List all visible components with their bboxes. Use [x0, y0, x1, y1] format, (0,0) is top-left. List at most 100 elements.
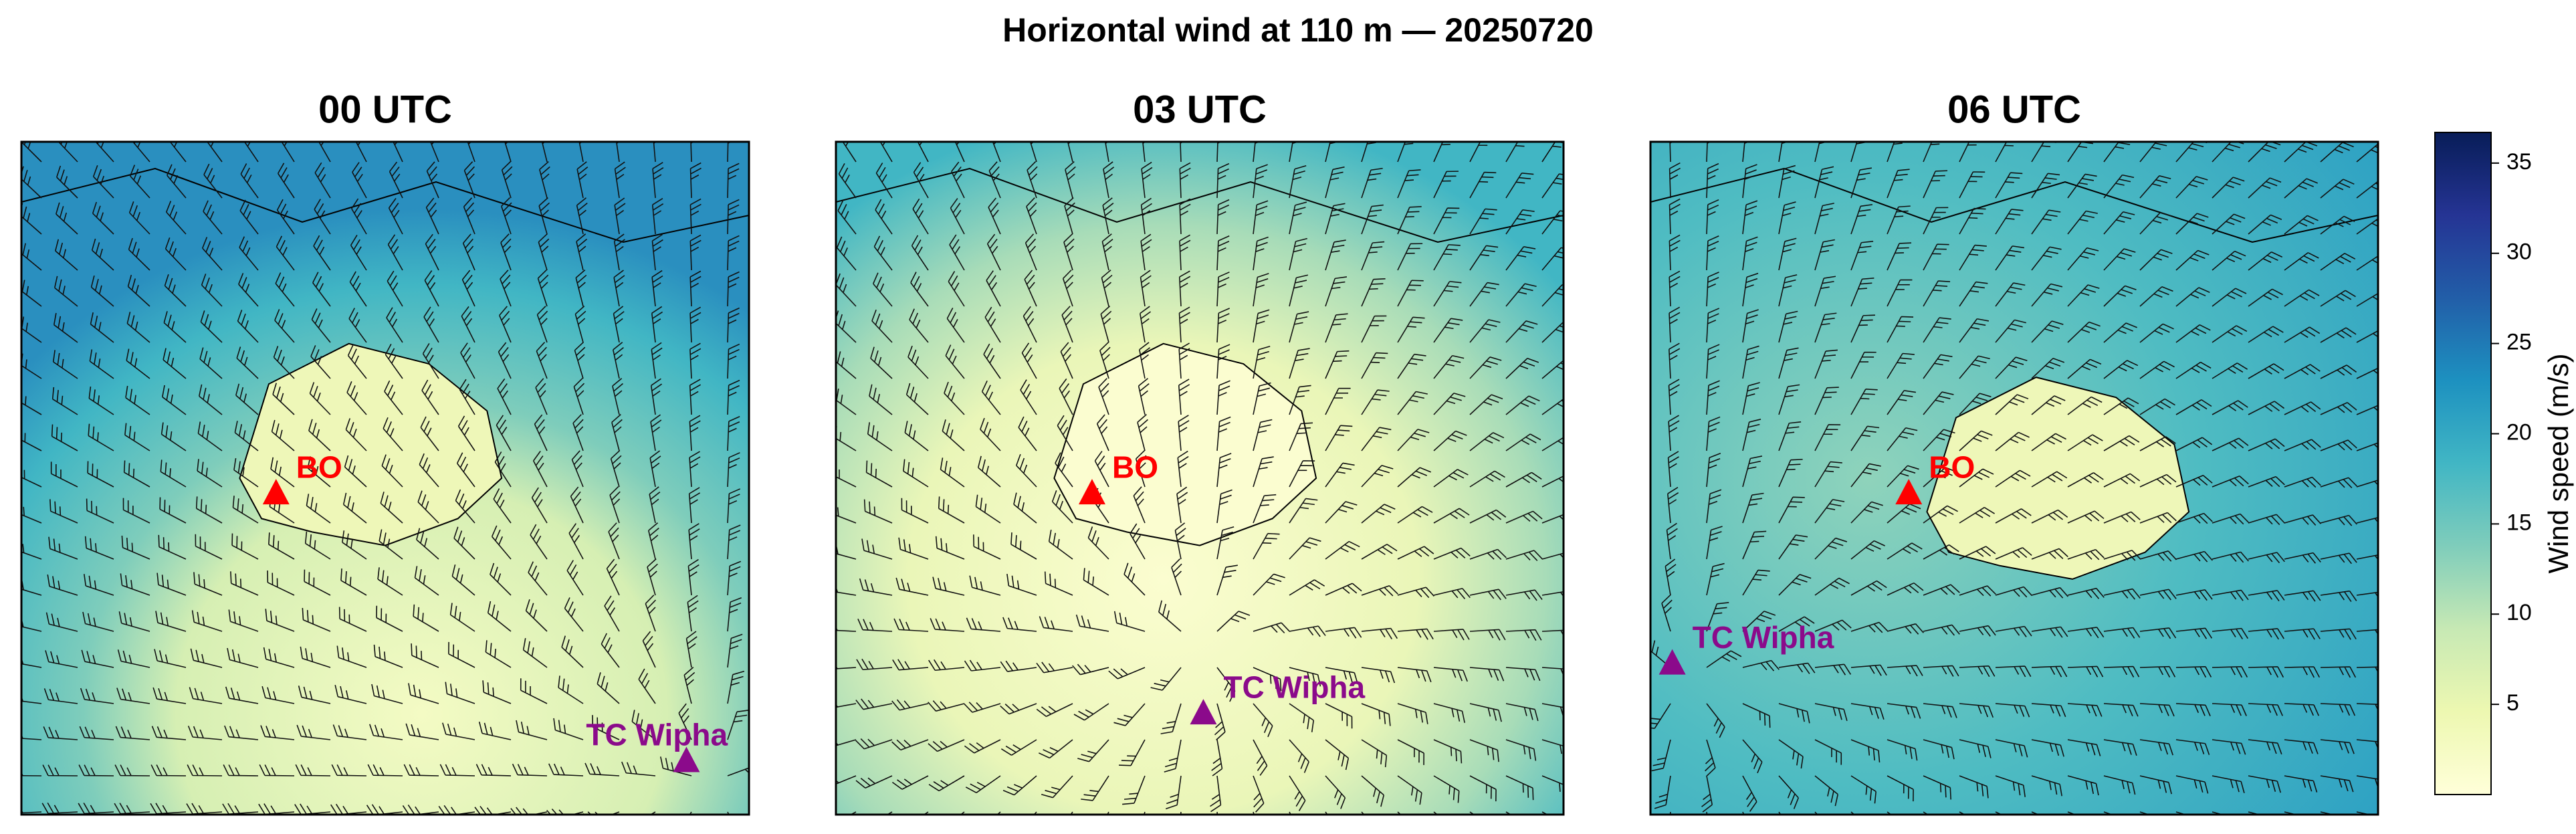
wind-barb	[1706, 308, 1720, 343]
wind-barb	[2356, 439, 2378, 451]
wind-barb	[1397, 467, 1432, 488]
wind-barb-shaft	[2175, 474, 2213, 488]
wind-barb	[2103, 174, 2135, 199]
wind-barb-shaft	[83, 574, 114, 596]
wind-barb-shaft	[1778, 237, 1797, 271]
wind-barb	[383, 417, 403, 451]
wind-barb-shaft	[1433, 281, 1462, 307]
wind-barb-shaft	[2248, 775, 2282, 793]
wind-barb-shaft	[538, 233, 550, 271]
wind-barb-shaft	[1253, 200, 1269, 235]
wind-barb	[501, 197, 512, 235]
wind-barb-shaft	[1814, 142, 1834, 163]
wind-barb-shaft	[949, 234, 965, 271]
wind-barb-shaft	[1814, 537, 1848, 560]
wind-barb	[520, 678, 548, 704]
wind-barb-shaft	[836, 698, 857, 710]
wind-barb	[427, 142, 439, 163]
wind-barb	[2320, 628, 2357, 640]
wind-barb-shaft	[1541, 247, 1564, 271]
wind-barb	[2320, 290, 2356, 307]
wind-barb	[314, 162, 331, 199]
wind-barb	[2248, 401, 2285, 415]
wind-barb-shaft	[331, 764, 367, 776]
wind-barb	[376, 605, 403, 632]
wind-barb-shaft	[2212, 437, 2249, 451]
wind-barb-shaft	[306, 494, 331, 524]
wind-barb	[651, 342, 663, 379]
wind-barb	[1995, 282, 2026, 307]
wind-barb	[2139, 249, 2173, 271]
wind-barb	[1361, 585, 1398, 597]
wind-barb-shaft	[2175, 324, 2211, 343]
wind-barb	[2356, 478, 2378, 489]
wind-barb-shaft	[2284, 703, 2320, 716]
wind-barb-shaft	[1923, 142, 1947, 163]
wind-barb-shaft	[1505, 209, 1535, 235]
wind-barb	[1995, 356, 2028, 379]
wind-barb	[1036, 703, 1073, 717]
wind-barb-shaft	[165, 237, 187, 271]
wind-barb	[558, 675, 584, 704]
wind-barb-shaft	[1038, 739, 1073, 759]
wind-barb-shaft	[534, 414, 548, 451]
wind-barb	[1541, 473, 1564, 488]
wind-barb	[241, 142, 259, 163]
wind-barb	[689, 342, 702, 379]
wind-barb-shaft	[1433, 171, 1459, 199]
wind-barb-shaft	[2248, 288, 2283, 307]
wind-barb	[966, 617, 1001, 632]
wind-barb	[648, 522, 659, 560]
wind-barb	[332, 724, 367, 740]
wind-barb-shaft	[836, 461, 857, 488]
wind-barb-shaft	[1705, 739, 1716, 776]
wind-barb	[1778, 496, 1805, 524]
wind-barb-shaft	[1361, 241, 1385, 271]
wind-barb-shaft	[1021, 342, 1037, 379]
wind-barb-shaft	[574, 342, 586, 379]
wind-barb	[944, 381, 965, 415]
wind-barb	[2139, 323, 2174, 343]
wind-barb-shaft	[56, 142, 78, 163]
wind-barb	[1361, 278, 1386, 307]
wind-barb-shaft	[1995, 625, 2032, 637]
wind-barb-shaft	[302, 607, 331, 632]
wind-barb-shaft	[53, 312, 78, 343]
wind-barb-shaft	[463, 161, 475, 199]
wind-barb-shaft	[1102, 197, 1114, 235]
wind-barb-shaft	[128, 237, 150, 271]
wind-barb	[351, 198, 367, 235]
wind-barb	[408, 683, 439, 704]
wind-barb	[1253, 164, 1268, 199]
wind-barb-shaft	[1216, 272, 1230, 307]
wind-barb-shaft	[564, 597, 584, 632]
wind-barb	[1778, 384, 1800, 415]
wind-barb	[50, 461, 78, 488]
wind-barb	[1541, 775, 1564, 799]
wind-barb	[232, 496, 259, 524]
wind-barb-shaft	[1742, 142, 1757, 163]
wind-barb	[2175, 739, 2210, 755]
wind-barb	[463, 161, 475, 199]
wind-barb	[1887, 279, 1913, 307]
wind-barb-shaft	[124, 423, 150, 451]
wind-barb-shaft	[1887, 739, 1918, 761]
site-marker	[262, 479, 290, 505]
wind-barb	[1178, 270, 1191, 307]
wind-barb-shaft	[2103, 665, 2140, 677]
wind-barb-shaft	[2067, 321, 2101, 343]
wind-barb-shaft	[43, 726, 78, 740]
wind-barb-shaft	[836, 423, 857, 451]
wind-barb	[2284, 739, 2319, 754]
wind-barb-shaft	[1253, 309, 1270, 343]
wind-barb	[124, 423, 150, 451]
wind-barb	[1002, 617, 1037, 632]
wind-barb-shaft	[490, 562, 512, 596]
wind-barb	[499, 306, 512, 343]
wind-barb	[2175, 213, 2209, 235]
wind-barb	[1140, 197, 1152, 235]
wind-barb	[47, 574, 78, 596]
wind-barb	[1325, 627, 1362, 639]
wind-barb-shaft	[2248, 251, 2283, 271]
wind-barb	[650, 414, 662, 451]
